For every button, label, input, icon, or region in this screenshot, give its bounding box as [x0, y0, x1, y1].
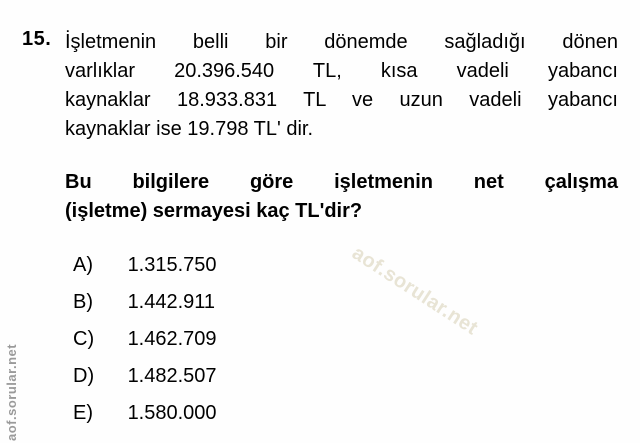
- option-value: 1.580.000: [127, 402, 217, 424]
- question-body-line: varlıklar 20.396.540 TL, kısa vadeli yab…: [65, 60, 618, 82]
- question-prompt-line: (işletme) sermayesi kaç TL'dir?: [65, 200, 363, 222]
- option-letter: B): [73, 291, 93, 313]
- watermark-diagonal: aof.sorular.net: [348, 242, 482, 340]
- option-letter: C): [73, 328, 95, 350]
- question-body-line: İşletmenin belli bir dönemde sağladığı d…: [65, 31, 618, 53]
- option-value: 1.482.507: [127, 365, 217, 387]
- question-body-line: kaynaklar 18.933.831 TL ve uzun vadeli y…: [65, 89, 618, 111]
- option-value: 1.315.750: [127, 254, 217, 276]
- option-d: D) 1.482.507: [73, 364, 217, 388]
- option-letter: A): [73, 254, 93, 276]
- question-number: 15.: [22, 28, 52, 50]
- option-a: A) 1.315.750: [73, 253, 217, 277]
- option-letter: E): [73, 402, 93, 424]
- option-value: 1.442.911: [127, 291, 216, 313]
- question-prompt: Bu bilgilere göre işletmenin net çalışma…: [65, 168, 618, 226]
- option-value: 1.462.709: [127, 328, 217, 350]
- question-prompt-line: Bu bilgilere göre işletmenin net çalışma: [65, 171, 618, 193]
- question-body: İşletmenin belli bir dönemde sağladığı d…: [65, 28, 618, 144]
- option-e: E) 1.580.000: [73, 401, 217, 425]
- option-letter: D): [73, 365, 95, 387]
- option-c: C) 1.462.709: [73, 327, 217, 351]
- option-b: B) 1.442.911: [73, 290, 215, 314]
- question-body-line: kaynaklar ise 19.798 TL' dir.: [65, 118, 314, 140]
- watermark-side: aof.sorular.net: [4, 343, 19, 441]
